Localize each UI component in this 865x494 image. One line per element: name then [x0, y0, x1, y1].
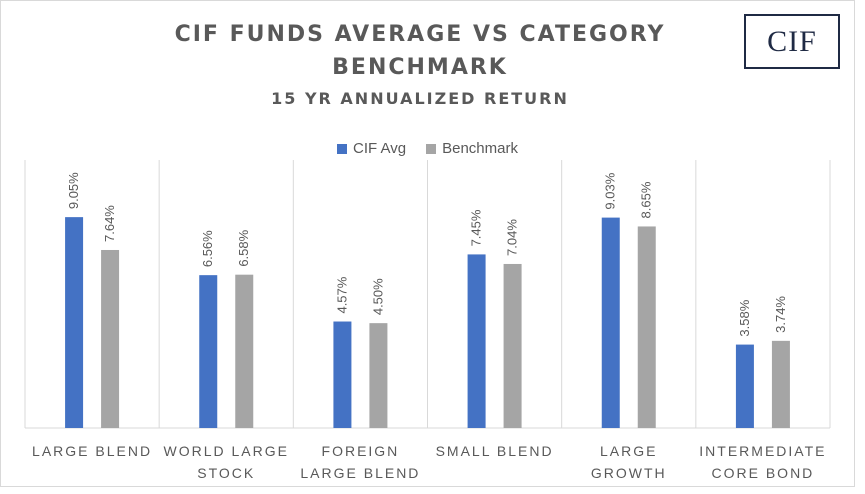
legend-label-benchmark: Benchmark [442, 140, 518, 157]
category-label: INTERMEDIATE CORE BOND [699, 443, 827, 481]
data-label: 4.50% [370, 278, 385, 315]
bar-cif-avg [65, 217, 84, 428]
bar-cif-avg [333, 321, 352, 428]
bar-benchmark [637, 226, 656, 428]
legend-swatch-cif-avg [337, 143, 348, 154]
category-label: LARGE BLEND [32, 443, 153, 459]
bar-benchmark [771, 340, 790, 428]
bar-cif-avg [467, 254, 486, 428]
data-label: 9.03% [603, 172, 618, 209]
chart-title: CIF FUNDS AVERAGE VS CATEGORY BENCHMARK [174, 22, 666, 80]
data-label: 3.58% [737, 299, 752, 336]
data-label: 8.65% [639, 181, 654, 218]
data-label: 7.04% [505, 219, 520, 256]
legend-label-cif-avg: CIF Avg [353, 140, 407, 157]
data-label: 7.64% [102, 205, 117, 242]
category-label: SMALL BLEND [435, 443, 554, 459]
legend-item-cif-avg: CIF Avg [337, 140, 406, 157]
bar-benchmark [235, 274, 254, 428]
data-label: 6.58% [236, 229, 251, 266]
bar-cif-avg [199, 275, 218, 428]
bar-benchmark [369, 323, 388, 428]
category-label: WORLD LARGE STOCK [163, 443, 289, 481]
data-label: 3.74% [773, 296, 788, 333]
bar-benchmark [503, 263, 522, 428]
legend-swatch-benchmark [426, 143, 437, 154]
bar-benchmark [101, 249, 120, 428]
data-label: 7.45% [469, 209, 484, 246]
bar-cif-avg [601, 217, 620, 428]
category-label: LARGE GROWTH [590, 443, 667, 481]
cif-logo: CIF [744, 14, 840, 69]
legend: CIF Avg Benchmark [0, 140, 855, 157]
data-label: 9.05% [66, 172, 81, 209]
category-label: FOREIGN LARGE BLEND [300, 443, 421, 481]
bar-cif-avg [735, 344, 754, 428]
chart-subtitle: 15 YR ANNUALIZED RETURN [271, 89, 569, 108]
data-label: 4.57% [334, 276, 349, 313]
legend-item-benchmark: Benchmark [426, 140, 518, 157]
data-label: 6.56% [200, 230, 215, 267]
logo-text: CIF [767, 24, 817, 58]
